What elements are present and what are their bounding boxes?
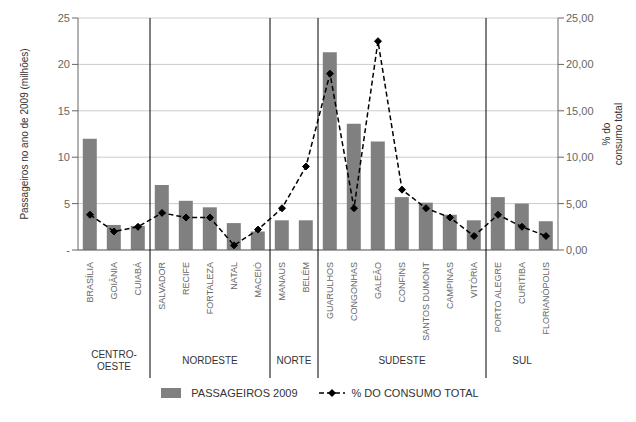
svg-text:CENTRO-OESTE: CENTRO-OESTE <box>91 349 137 372</box>
svg-text:15: 15 <box>58 105 70 117</box>
svg-text:10: 10 <box>58 151 70 163</box>
svg-text:5: 5 <box>64 198 70 210</box>
svg-text:GALEÃO: GALEÃO <box>373 262 383 299</box>
svg-text:SANTOS DUMONT: SANTOS DUMONT <box>421 262 431 341</box>
svg-text:NORDESTE: NORDESTE <box>182 355 238 366</box>
svg-text:PORTO ALEGRE: PORTO ALEGRE <box>493 262 503 332</box>
svg-text:CUIABÁ: CUIABÁ <box>133 262 143 296</box>
svg-text:RECIFE: RECIFE <box>181 262 191 295</box>
svg-text:% do: % do <box>601 122 612 145</box>
svg-text:Passageiros no ano de 2009 (mi: Passageiros no ano de 2009 (milhões) <box>19 48 30 219</box>
svg-text:VITÓRIA: VITÓRIA <box>469 262 479 298</box>
svg-text:MANAUS: MANAUS <box>277 262 287 301</box>
svg-text:consumo total: consumo total <box>613 103 624 165</box>
svg-text:FLORIANÓPOLIS: FLORIANÓPOLIS <box>541 262 551 335</box>
html-text:PASSAGEIROS 2009: PASSAGEIROS 2009 <box>191 387 298 399</box>
svg-text:CONFINS: CONFINS <box>397 262 407 303</box>
svg-text:SALVADOR: SALVADOR <box>157 262 167 310</box>
svg-text:BRASÍLIA: BRASÍLIA <box>85 262 95 303</box>
svg-text:GUARULHOS: GUARULHOS <box>325 262 335 319</box>
svg-text:NORTE: NORTE <box>277 355 312 366</box>
svg-text:CURITIBA: CURITIBA <box>517 262 527 304</box>
svg-text:-: - <box>66 244 70 256</box>
svg-text:25,00: 25,00 <box>566 12 594 24</box>
svg-text:0,00: 0,00 <box>566 244 587 256</box>
svg-text:25: 25 <box>58 12 70 24</box>
svg-text:15,00: 15,00 <box>566 105 594 117</box>
svg-text:GOIÂNIA: GOIÂNIA <box>109 262 119 300</box>
svg-text:MACEIÓ: MACEIÓ <box>253 262 263 298</box>
svg-text:10,00: 10,00 <box>566 151 594 163</box>
svg-text:FORTALEZA: FORTALEZA <box>205 262 215 314</box>
svg-text:NATAL: NATAL <box>229 262 239 290</box>
html-text:% DO CONSUMO TOTAL: % DO CONSUMO TOTAL <box>351 387 479 399</box>
svg-text:SUL: SUL <box>512 355 532 366</box>
svg-text:20,00: 20,00 <box>566 58 594 70</box>
svg-text:SUDESTE: SUDESTE <box>378 355 426 366</box>
svg-text:BELÉM: BELÉM <box>301 262 311 293</box>
svg-text:5,00: 5,00 <box>566 198 587 210</box>
svg-text:CAMPINAS: CAMPINAS <box>445 262 455 309</box>
svg-text:CONGONHAS: CONGONHAS <box>349 262 359 321</box>
svg-text:20: 20 <box>58 58 70 70</box>
